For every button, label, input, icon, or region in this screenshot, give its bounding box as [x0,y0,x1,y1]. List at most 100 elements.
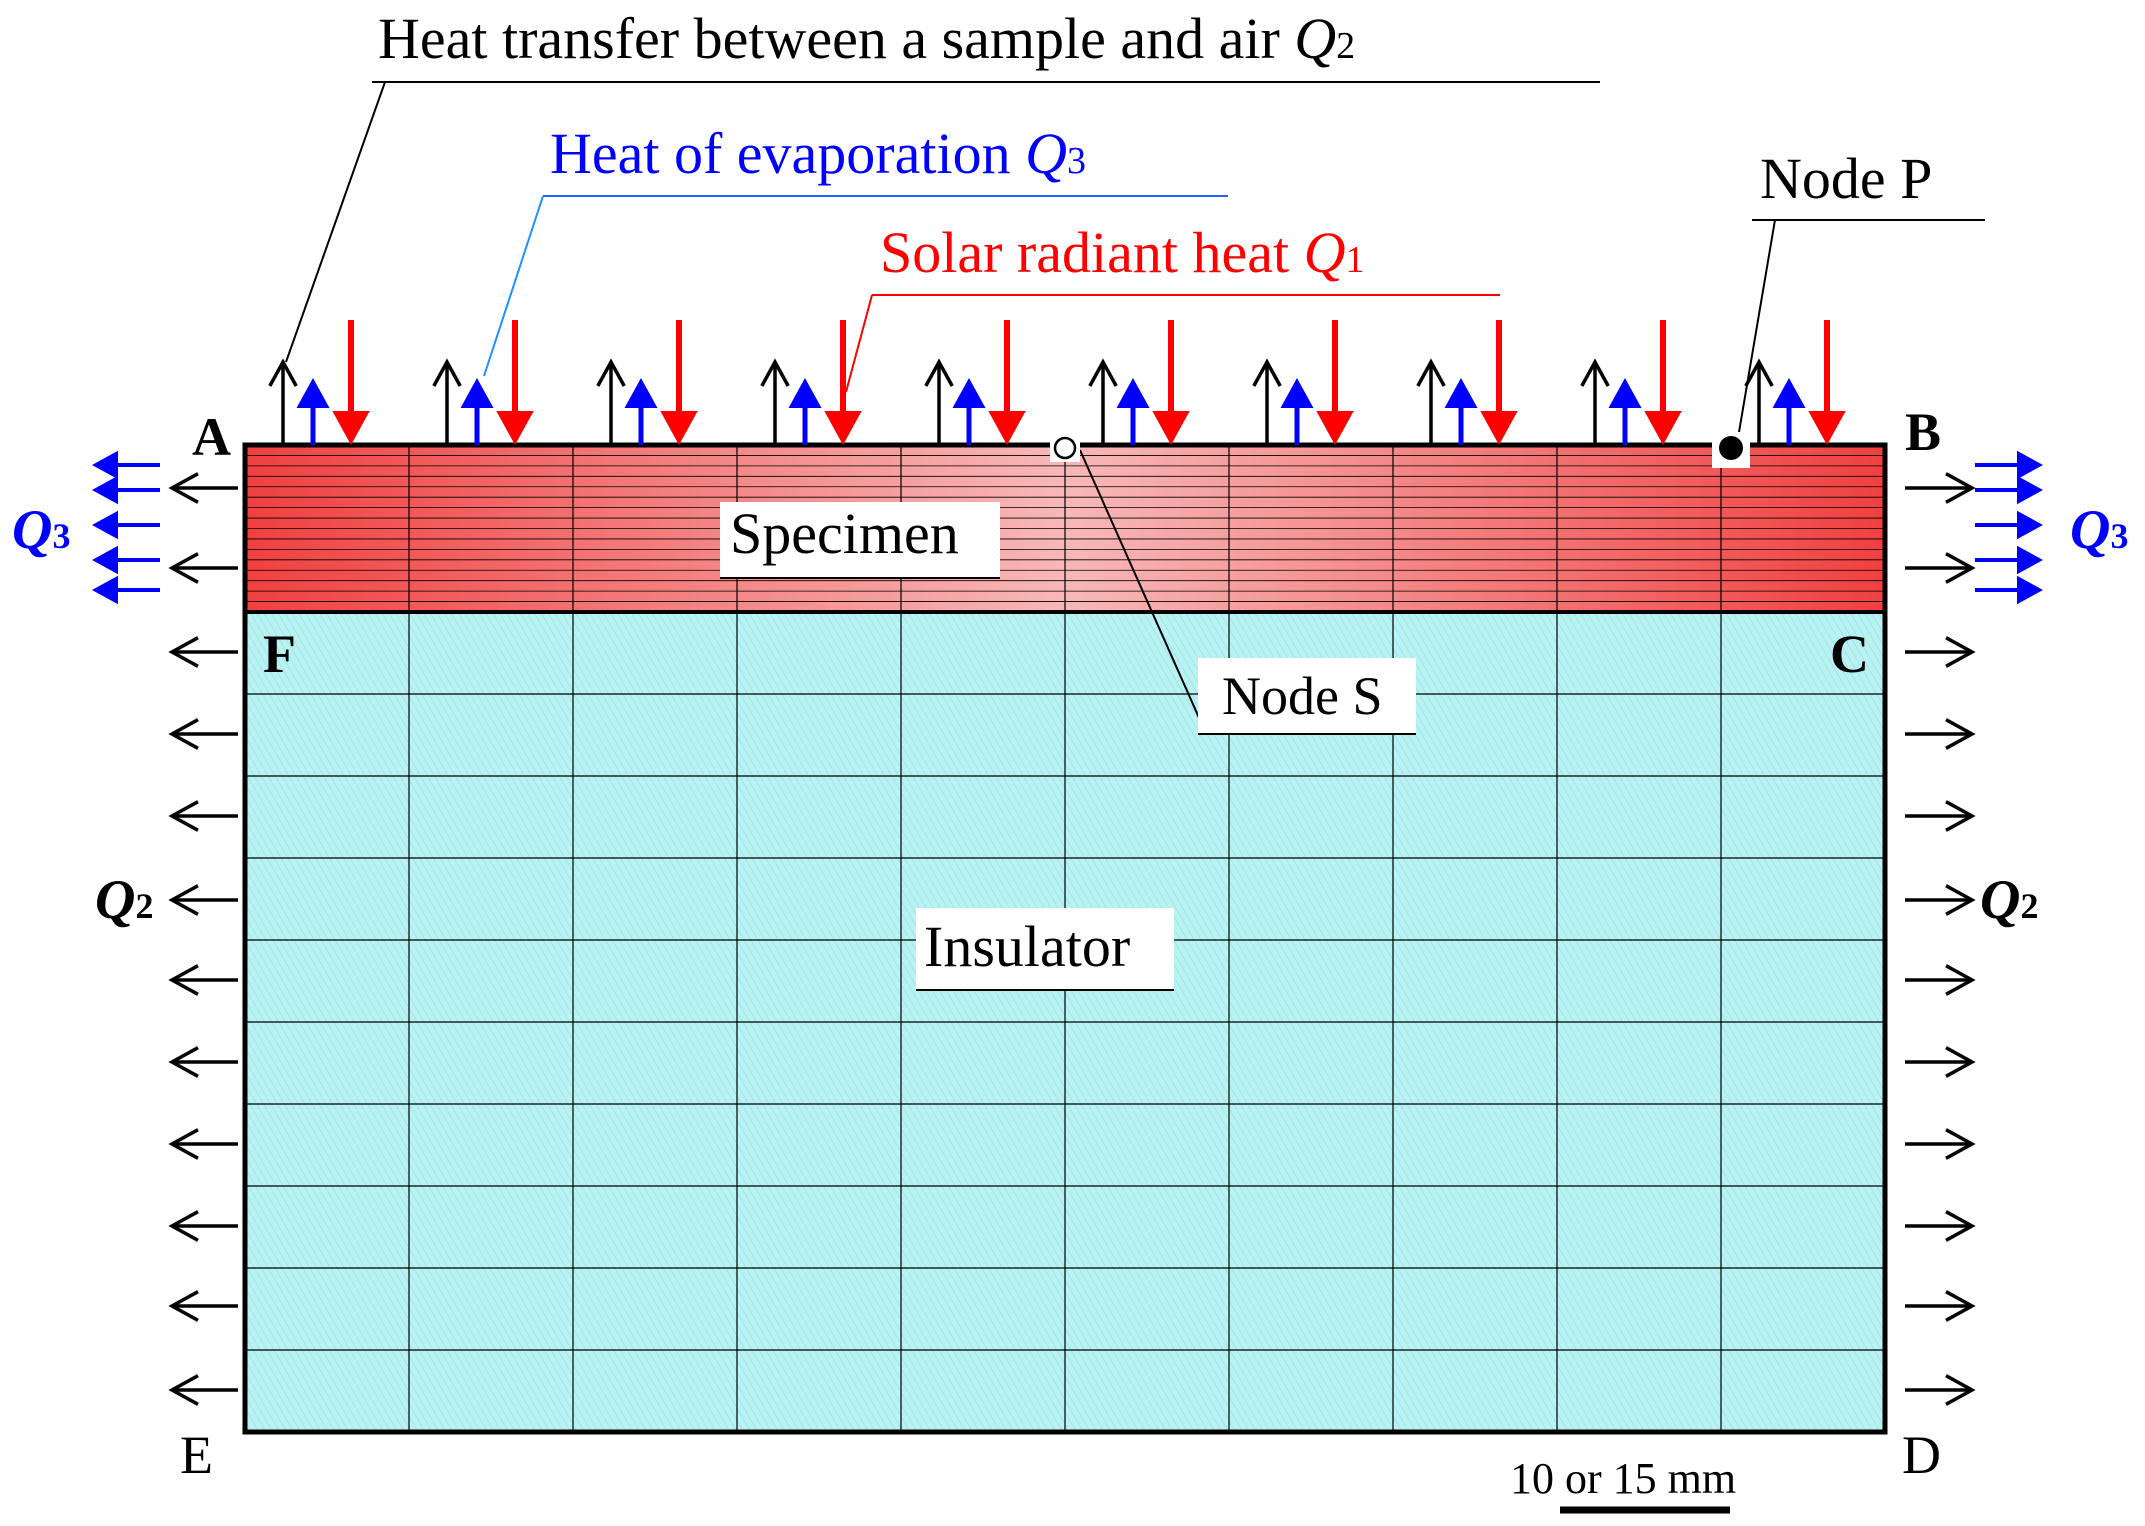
left-air-heat-arrow-head [168,552,199,584]
node-s-label-box [1198,658,1416,734]
right-air-heat-arrow-head [1945,1210,1976,1242]
left-evaporation-arrow [92,545,160,575]
right-air-heat-arrow [1905,472,1976,504]
right-air-heat-arrow [1905,964,1976,996]
right-air-heat-arrow [1905,552,1976,584]
solar-radiation-arrow [1644,320,1682,445]
right-q2-label: Q2 [1980,869,2038,931]
solar-radiation-arrow-head [1808,411,1846,445]
node-p-marker [1719,436,1743,460]
solar-radiation-arrow [1152,320,1190,445]
insulator-label: Insulator [924,914,1130,979]
left-evaporation-arrow [92,450,160,480]
left-air-heat-arrow-head [168,1290,199,1322]
evaporation-arrow [296,378,330,445]
air-heat-transfer-arrow-head [924,358,954,387]
left-evaporation-arrow [92,575,160,605]
solar-radiation-arrow [1808,320,1846,445]
solar-radiation-arrow [1480,320,1518,445]
insulator-label-box [916,908,1174,990]
q3-title: Heat of evaporation Q3 [550,121,1086,186]
evaporation-arrow-head [460,378,494,408]
left-air-heat-arrow [168,1210,238,1242]
solar-radiation-arrow [660,320,698,445]
left-air-heat-arrow [168,1374,238,1406]
air-heat-transfer-arrow-head [596,358,626,387]
left-evaporation-arrow-head [92,575,118,605]
insulator-region [245,612,1885,1432]
left-evaporation-arrow [92,510,160,540]
evaporation-arrow [1608,378,1642,445]
right-evaporation-arrow [1975,475,2043,505]
left-air-heat-arrow-head [168,1374,199,1406]
left-air-heat-arrow-head [168,472,199,504]
right-air-heat-arrow-head [1945,472,1976,504]
evaporation-arrow-head [1116,378,1150,408]
solar-radiation-arrow-head [988,411,1026,445]
q2-leader-line [285,81,386,363]
right-evaporation-arrow [1975,450,2043,480]
left-evaporation-arrow-head [92,475,118,505]
evaporation-arrow [624,378,658,445]
right-evaporation-arrow-head [2017,450,2043,480]
right-air-heat-arrow-head [1945,800,1976,832]
solar-radiation-arrow [332,320,370,445]
evaporation-arrow [1116,378,1150,445]
corner-e-label: E [180,1425,213,1485]
air-heat-transfer-arrow [1088,358,1118,445]
node-s-marker [1053,436,1077,460]
right-air-heat-arrow-head [1945,552,1976,584]
solar-radiation-arrow-head [496,411,534,445]
left-q3-label: Q3 [12,499,70,561]
left-air-heat-arrow [168,1046,238,1078]
side-flux-arrows [92,450,2043,1406]
left-air-heat-arrow-head [168,1128,199,1160]
specimen-region [245,445,1885,612]
specimen-label-box [720,502,1000,578]
right-evaporation-arrow [1975,510,2043,540]
air-heat-transfer-arrow-head [1580,358,1610,387]
solar-radiation-arrow [1316,320,1354,445]
air-heat-transfer-arrow [432,358,462,445]
solar-radiation-arrow-head [332,411,370,445]
right-air-heat-arrow-head [1945,1374,1976,1406]
air-heat-transfer-arrow-head [1416,358,1446,387]
left-air-heat-arrow-head [168,884,199,916]
air-heat-transfer-arrow [1252,358,1282,445]
air-heat-transfer-arrow [268,358,298,445]
right-air-heat-arrow-head [1945,636,1976,668]
air-heat-transfer-arrow [1580,358,1610,445]
right-air-heat-arrow-head [1945,964,1976,996]
left-air-heat-arrow-head [168,636,199,668]
evaporation-arrow-head [296,378,330,408]
solar-radiation-arrow [824,320,862,445]
air-heat-transfer-arrow-head [1744,358,1774,387]
node-s-label: Node S [1222,666,1383,726]
left-evaporation-arrow [92,475,160,505]
corner-b-label: B [1905,402,1941,462]
corner-f-label: F [263,624,296,684]
right-air-heat-arrow-head [1945,1290,1976,1322]
air-heat-transfer-arrow-head [760,358,790,387]
left-air-heat-arrow-head [168,800,199,832]
left-air-heat-arrow [168,472,238,504]
insulator-mesh [245,612,1885,1432]
left-air-heat-arrow [168,964,238,996]
evaporation-arrow-head [1608,378,1642,408]
specimen-label: Specimen [730,501,959,566]
right-air-heat-arrow-head [1945,1046,1976,1078]
left-air-heat-arrow-head [168,1046,199,1078]
node-p-leader-line [1737,219,1776,439]
q2-title: Heat transfer between a sample and air Q… [378,6,1355,71]
left-q2-label: Q2 [95,869,153,931]
solar-radiation-arrow-head [1644,411,1682,445]
q3-leader-line [483,195,544,377]
right-evaporation-arrow-head [2017,510,2043,540]
node-s-leader-line [1079,449,1201,721]
left-air-heat-arrow [168,552,238,584]
q1-leader-line [845,294,873,393]
left-evaporation-arrow-head [92,510,118,540]
corner-d-label: D [1902,1425,1941,1485]
q1-title: Solar radiant heat Q1 [880,220,1364,285]
